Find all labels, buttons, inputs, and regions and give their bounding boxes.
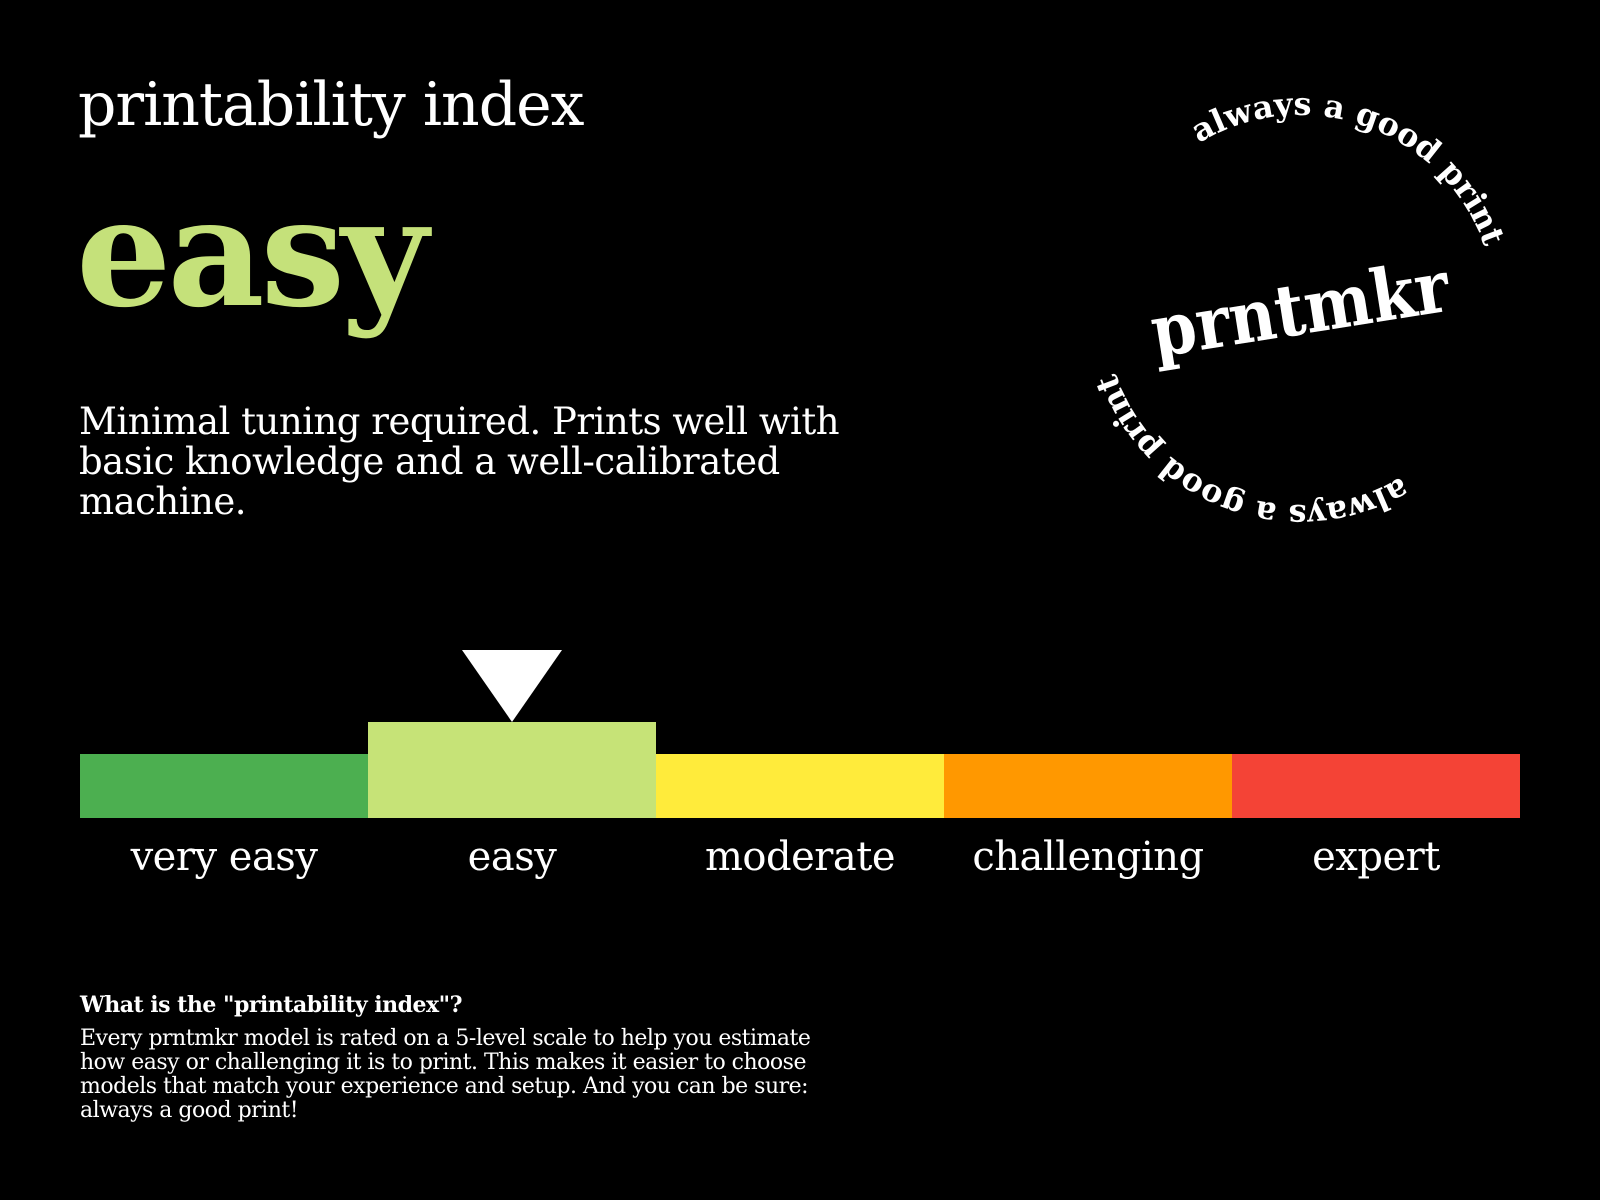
scale-label: challenging (972, 834, 1204, 880)
logo-ring-letter: y (1305, 496, 1329, 536)
logo-ring-bottom: always a good print (1087, 370, 1415, 536)
scale-label: very easy (130, 834, 318, 880)
logo-brand: prntmkr (1145, 243, 1456, 374)
scale-segment-very-easy (80, 754, 368, 818)
page-title: printability index (78, 70, 584, 140)
logo-ring-letter: y (1271, 85, 1295, 125)
faq-question: What is the "printability index"? (80, 992, 462, 1018)
prntmkr-logo: alway s a good print always a good print … (1087, 85, 1513, 536)
logo-ring-letter: s (1293, 85, 1311, 123)
scale-segment-easy (368, 722, 656, 818)
rating-level: easy (76, 165, 428, 341)
scale-label: easy (467, 834, 557, 880)
rating-description: Minimal tuning required. Prints well wit… (79, 400, 840, 523)
scale-label: expert (1312, 834, 1440, 880)
scale-segment-expert (1232, 754, 1520, 818)
scale-label: moderate (704, 834, 896, 880)
scale-segment-moderate (656, 754, 944, 818)
scale-segment-challenging (944, 754, 1232, 818)
triangle-down-icon (462, 650, 562, 722)
logo-ring-top: alway s a good print (1185, 85, 1513, 251)
logo-ring-letter: s (1288, 497, 1306, 535)
faq-answer: Every prntmkr model is rated on a 5-leve… (80, 1026, 811, 1123)
